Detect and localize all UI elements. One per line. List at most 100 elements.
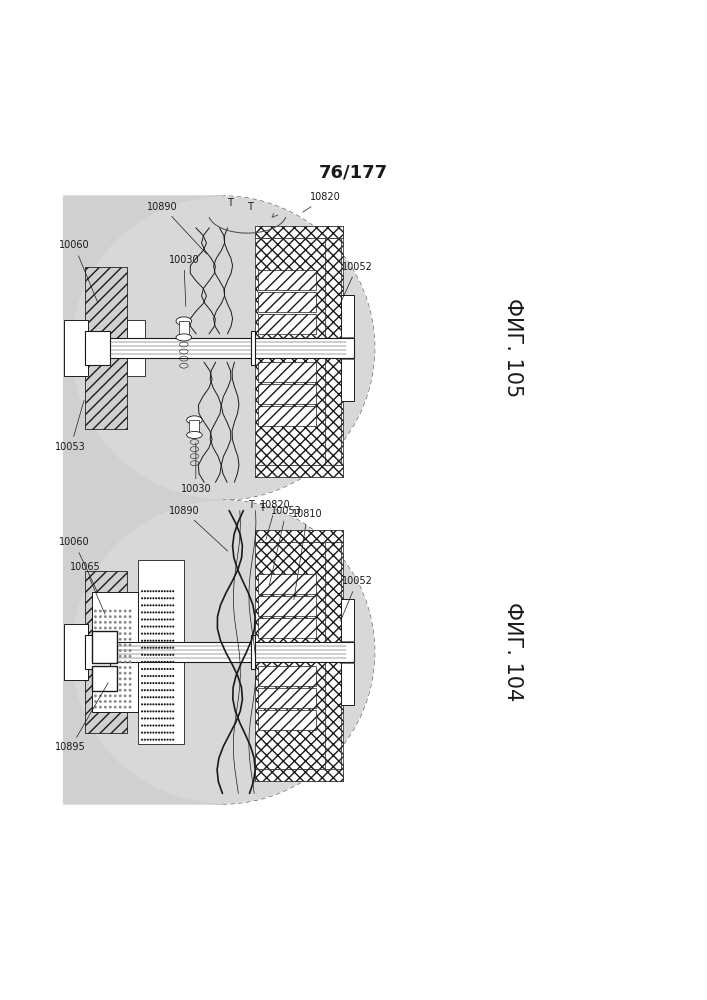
Circle shape [153, 703, 154, 705]
Circle shape [147, 633, 148, 635]
Bar [341, 599, 354, 645]
Circle shape [164, 703, 165, 705]
Circle shape [161, 668, 163, 670]
Circle shape [161, 590, 163, 592]
Circle shape [104, 644, 107, 646]
Circle shape [170, 597, 171, 599]
Bar [92, 592, 138, 712]
Circle shape [104, 689, 107, 692]
Circle shape [170, 717, 171, 720]
Bar [255, 465, 343, 477]
Circle shape [99, 627, 102, 629]
Circle shape [124, 683, 127, 686]
Circle shape [119, 689, 122, 692]
Bar [85, 571, 127, 733]
Circle shape [150, 668, 151, 670]
Circle shape [141, 675, 143, 677]
Circle shape [141, 710, 143, 712]
Circle shape [167, 739, 168, 741]
Circle shape [170, 640, 171, 642]
Circle shape [150, 654, 151, 656]
Bar [258, 384, 316, 404]
Circle shape [141, 696, 143, 698]
Circle shape [161, 640, 163, 642]
Circle shape [94, 683, 97, 686]
Circle shape [153, 640, 154, 642]
Circle shape [114, 666, 117, 669]
Circle shape [150, 661, 151, 663]
Circle shape [147, 668, 148, 670]
Circle shape [164, 633, 165, 635]
Circle shape [150, 675, 151, 677]
Bar [85, 635, 110, 669]
Circle shape [150, 703, 151, 705]
Circle shape [164, 732, 165, 734]
Circle shape [147, 625, 148, 628]
Circle shape [150, 611, 151, 613]
Ellipse shape [187, 416, 202, 424]
Circle shape [161, 689, 163, 691]
Circle shape [158, 675, 160, 677]
Circle shape [144, 640, 146, 642]
Circle shape [150, 689, 151, 691]
Circle shape [150, 597, 151, 599]
Circle shape [99, 610, 102, 612]
Circle shape [147, 696, 148, 698]
Circle shape [167, 668, 168, 670]
Circle shape [99, 632, 102, 635]
Circle shape [150, 724, 151, 727]
Circle shape [129, 666, 132, 669]
Circle shape [144, 604, 146, 606]
Circle shape [104, 672, 107, 675]
Circle shape [94, 677, 97, 680]
Circle shape [141, 633, 143, 635]
Circle shape [164, 618, 165, 621]
Circle shape [99, 644, 102, 646]
Circle shape [164, 654, 165, 656]
Circle shape [94, 672, 97, 675]
Circle shape [170, 633, 171, 635]
Circle shape [173, 689, 174, 691]
Circle shape [144, 696, 146, 698]
Circle shape [158, 732, 160, 734]
Circle shape [150, 625, 151, 628]
Circle shape [153, 739, 154, 741]
Circle shape [119, 683, 122, 686]
Circle shape [99, 672, 102, 675]
Circle shape [144, 703, 146, 705]
Text: T: T [247, 202, 252, 212]
Circle shape [167, 703, 168, 705]
Circle shape [164, 611, 165, 613]
Text: 10053: 10053 [269, 506, 302, 586]
Circle shape [153, 717, 154, 720]
Circle shape [173, 724, 174, 727]
Circle shape [164, 696, 165, 698]
Bar [64, 624, 88, 680]
Circle shape [156, 710, 157, 712]
Circle shape [158, 611, 160, 613]
Circle shape [147, 604, 148, 606]
Circle shape [129, 638, 132, 641]
Circle shape [167, 717, 168, 720]
Circle shape [114, 610, 117, 612]
Circle shape [167, 724, 168, 727]
Circle shape [94, 694, 97, 697]
Circle shape [150, 696, 151, 698]
Circle shape [104, 660, 107, 663]
Circle shape [147, 724, 148, 727]
Circle shape [156, 618, 157, 621]
Circle shape [153, 724, 154, 727]
Circle shape [109, 666, 112, 669]
Circle shape [147, 661, 148, 663]
Circle shape [141, 689, 143, 691]
Circle shape [94, 615, 97, 618]
Circle shape [141, 640, 143, 642]
Circle shape [170, 590, 171, 592]
Text: 10820: 10820 [303, 192, 341, 212]
Circle shape [153, 647, 154, 649]
Circle shape [144, 618, 146, 621]
Circle shape [129, 660, 132, 663]
Circle shape [153, 732, 154, 734]
Circle shape [164, 590, 165, 592]
Circle shape [153, 633, 154, 635]
